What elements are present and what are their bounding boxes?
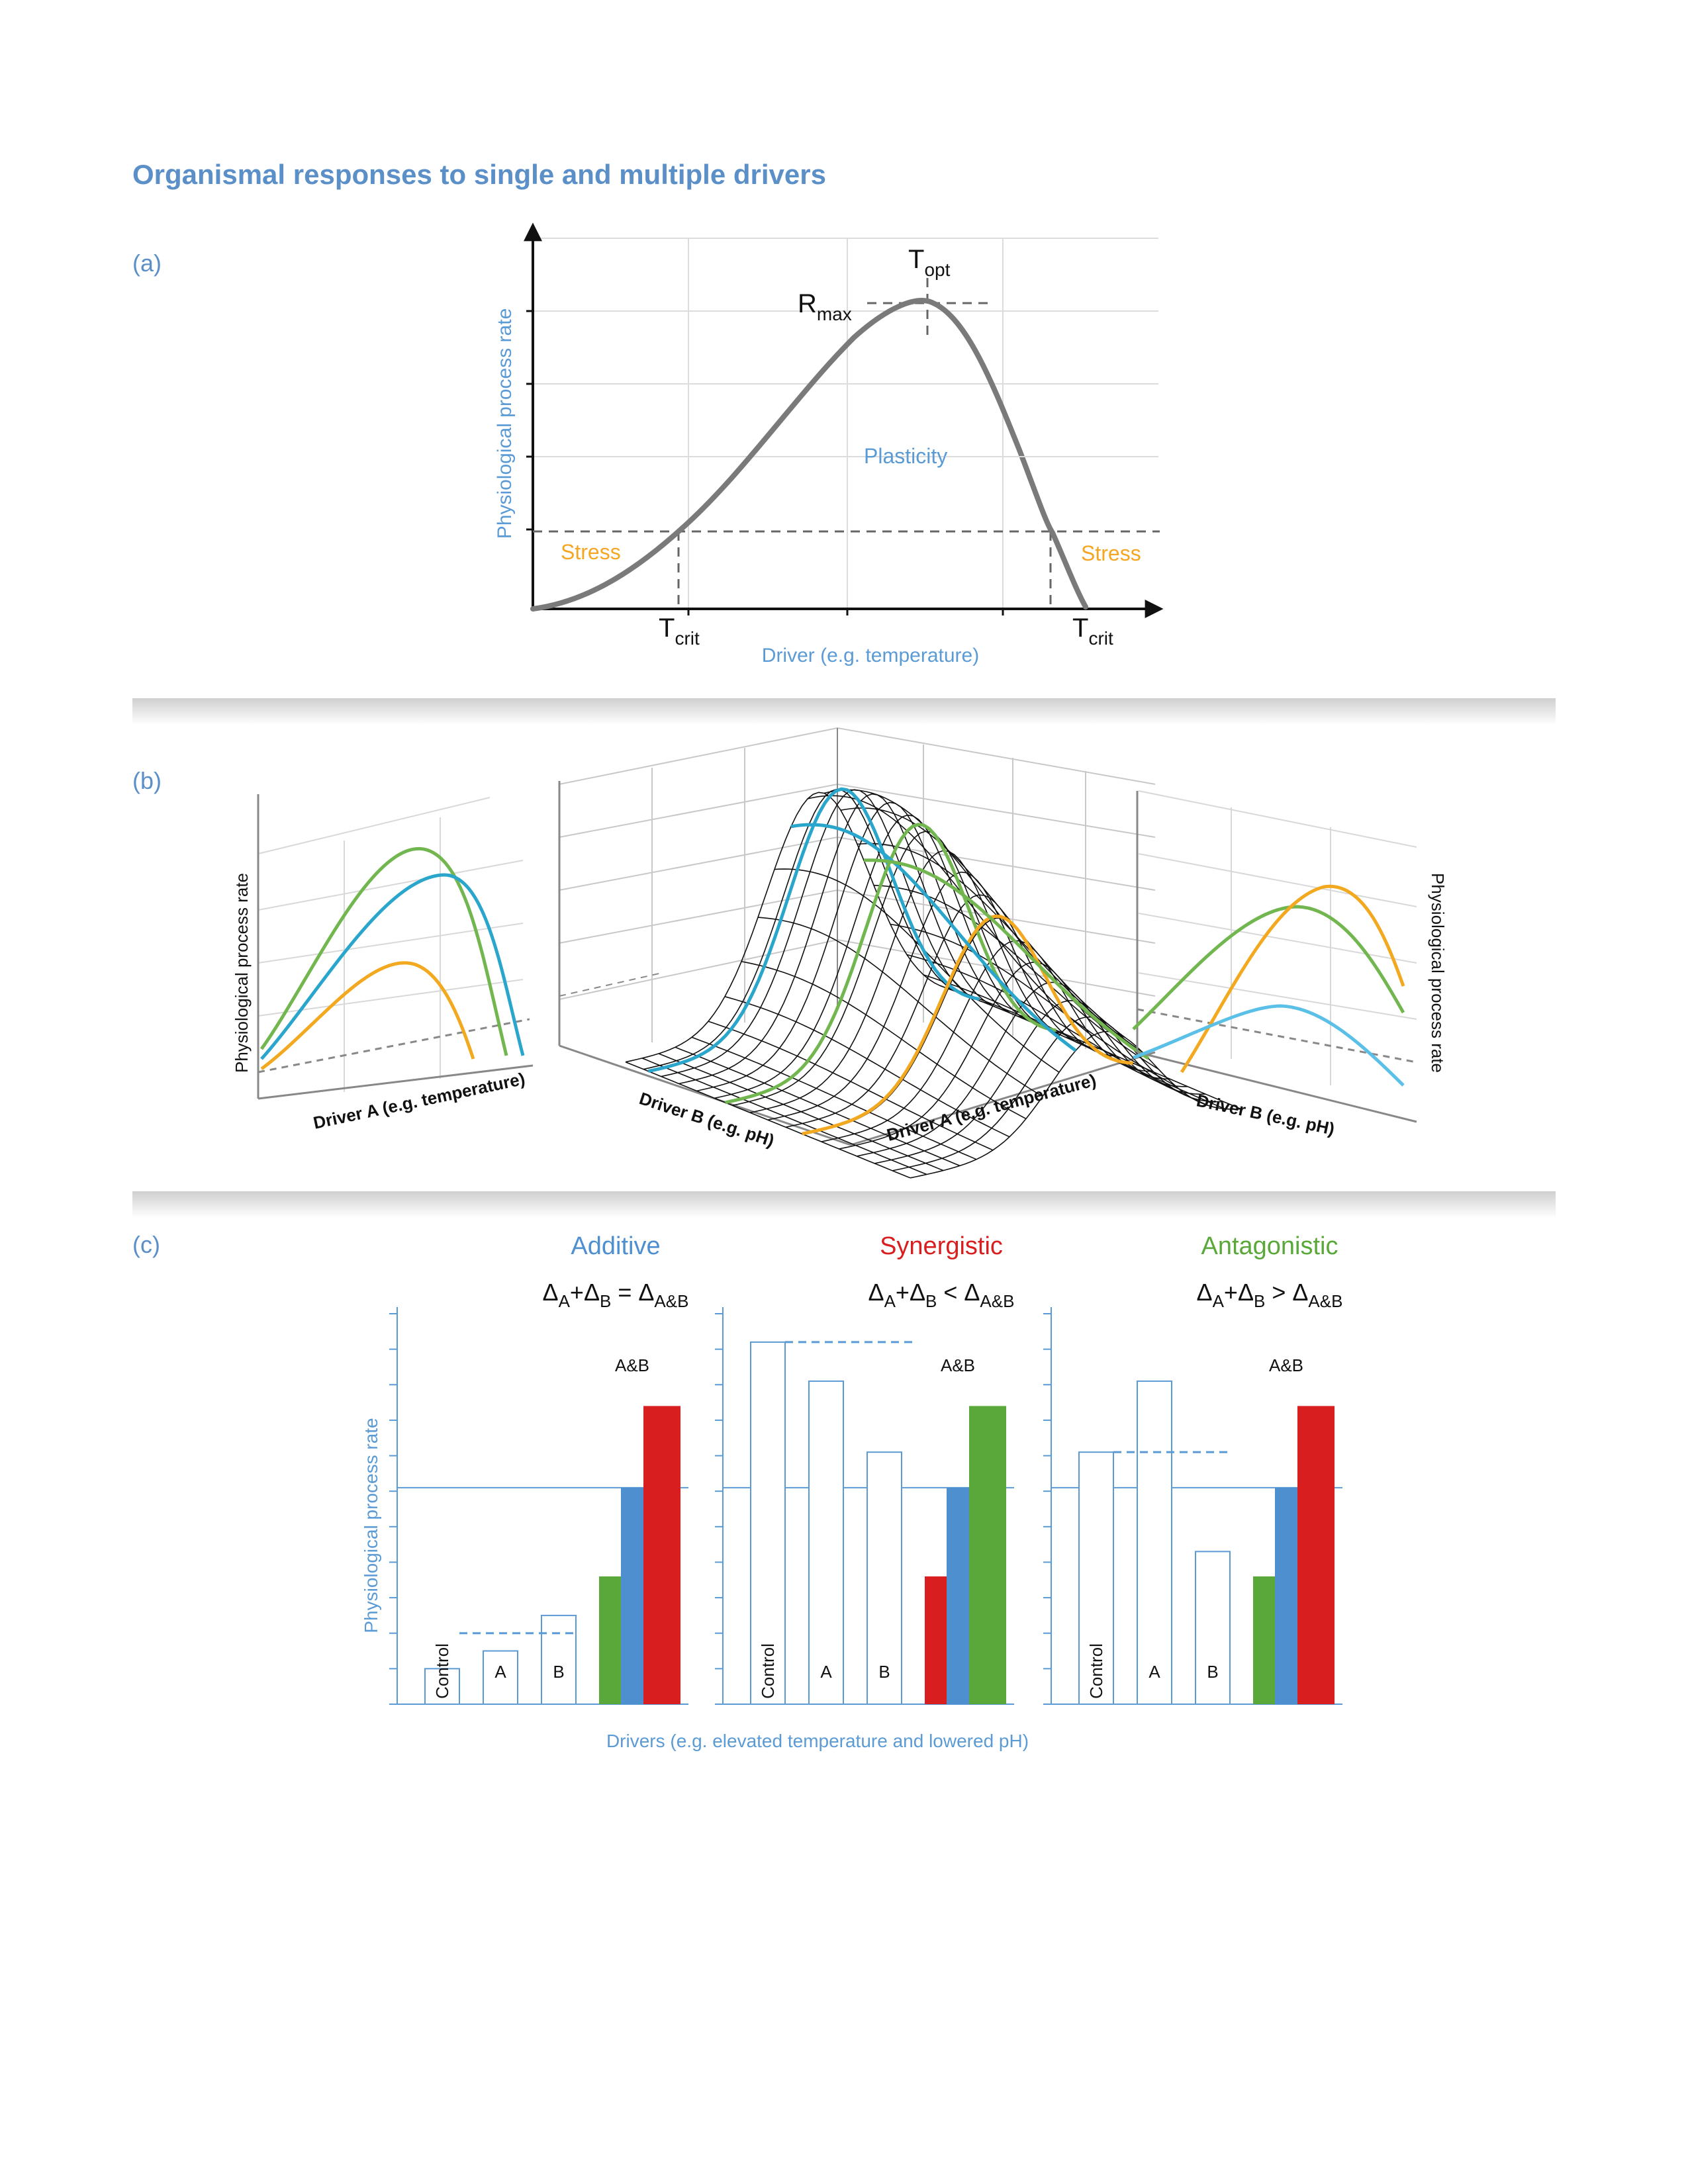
right-curve-blue: [1133, 1004, 1405, 1087]
panel-b-label: (b): [132, 767, 162, 794]
mesh-line-v: [696, 801, 1028, 1092]
center-xlabel-b: Driver B (e.g. pH): [637, 1088, 776, 1150]
bar-b: [1195, 1551, 1231, 1705]
mesh-line-v: [732, 831, 1064, 1107]
bar-b: [867, 1451, 902, 1706]
mesh-line-v: [749, 850, 1082, 1113]
panel-c-chart-antagonistic: Antagonistic ΔA+ΔB > ΔA&B Control A B A&B: [1043, 1232, 1343, 1706]
mesh-line-u: [691, 1036, 977, 1160]
mesh-line-u: [741, 961, 1027, 1120]
t-opt-label: Topt: [908, 245, 951, 280]
right-curve-orange: [1180, 884, 1405, 1073]
panel-a-ticks: [526, 310, 1004, 615]
panel-a: (a): [132, 222, 1164, 666]
chart-equation: ΔA+ΔB < ΔA&B: [868, 1279, 1015, 1311]
bar-b: [541, 1614, 577, 1706]
bar-label: Control: [432, 1643, 452, 1699]
bar-label: Control: [758, 1643, 778, 1699]
center-xlabel-a: Driver A (e.g. temperature): [884, 1070, 1098, 1145]
chart-title: Antagonistic: [1201, 1232, 1338, 1260]
mesh-line-v: [679, 793, 1010, 1085]
stress-label-right: Stress: [1081, 541, 1141, 565]
panel-a-xlabel: Driver (e.g. temperature): [762, 645, 979, 666]
ab-label: A&B: [941, 1355, 975, 1375]
t-crit-right-label: Tcrit: [1072, 614, 1113, 649]
surface-curves: [647, 787, 1150, 1136]
mesh-line-u: [625, 1061, 911, 1179]
bar-a: [483, 1650, 518, 1705]
panel-a-dashed-lines: [533, 278, 1160, 609]
chart-title: Additive: [571, 1232, 660, 1260]
performance-curve: [530, 298, 1088, 612]
panel-c-label: (c): [132, 1231, 160, 1258]
bar-a: [808, 1380, 844, 1706]
bar-a: [1137, 1380, 1172, 1706]
bar-label: B: [878, 1662, 890, 1682]
bar-control: [750, 1341, 786, 1705]
plasticity-label: Plasticity: [864, 444, 947, 468]
bar-label: A: [820, 1662, 832, 1682]
bar-ab-red: [643, 1406, 680, 1704]
bar-label: A: [1149, 1662, 1160, 1682]
figure-title: Organismal responses to single and multi…: [132, 159, 826, 190]
chart-title: Synergistic: [880, 1232, 1003, 1260]
panel-b: (b) Physiological process rate Driver A …: [132, 727, 1448, 1179]
bar-label: B: [1207, 1662, 1218, 1682]
panel-b-left-chart: Physiological process rate Driver A (e.g…: [232, 794, 534, 1133]
panel-c-chart-additive: Additive ΔA+ΔB = ΔA&B Control A B A&B: [389, 1232, 689, 1706]
right-ylabel: Physiological process rate: [1428, 873, 1448, 1073]
left-curve-blue: [260, 873, 525, 1060]
panel-c-xlabel: Drivers (e.g. elevated temperature and l…: [606, 1731, 1029, 1751]
r-max-label: Rmax: [798, 289, 852, 324]
ab-label: A&B: [1269, 1355, 1303, 1375]
right-curve-green: [1132, 905, 1405, 1030]
left-curve-green: [259, 847, 508, 1056]
mesh-line-u: [873, 884, 1159, 1070]
bar-label: B: [553, 1662, 564, 1682]
stress-label-left: Stress: [561, 540, 621, 564]
bar-label: A: [494, 1662, 506, 1682]
chart-equation: ΔA+ΔB = ΔA&B: [543, 1279, 689, 1311]
panel-a-ylabel: Physiological process rate: [494, 308, 516, 539]
panel-a-grid: [533, 238, 1158, 609]
chart-equation: ΔA+ΔB > ΔA&B: [1197, 1279, 1343, 1311]
surface-curve-driver-b: [863, 858, 1150, 1060]
surface-curve-driver-b: [790, 823, 1077, 1052]
panel-c-chart-synergistic: Synergistic ΔA+ΔB < ΔA&B Control A B A&B: [715, 1232, 1015, 1706]
panel-b-3d-chart: Driver B (e.g. pH) Driver A (e.g. temper…: [558, 727, 1242, 1179]
separator-1: [132, 698, 1556, 725]
panel-a-label: (a): [132, 250, 162, 277]
panel-c-ylabel: Physiological process rate: [361, 1418, 381, 1633]
bar-control: [1078, 1451, 1114, 1706]
bar-label: Control: [1086, 1643, 1106, 1699]
bar-ab-green: [969, 1406, 1006, 1704]
t-crit-left-label: Tcrit: [659, 614, 700, 649]
separator-2: [132, 1191, 1556, 1218]
panel-a-axes: [524, 222, 1164, 618]
bar-control: [424, 1668, 460, 1705]
ab-label: A&B: [615, 1355, 649, 1375]
left-ylabel: Physiological process rate: [232, 873, 252, 1073]
left-curve-orange: [260, 961, 475, 1071]
bar-ab-red: [1297, 1406, 1335, 1704]
right-xlabel: Driver B (e.g. pH): [1195, 1090, 1336, 1138]
